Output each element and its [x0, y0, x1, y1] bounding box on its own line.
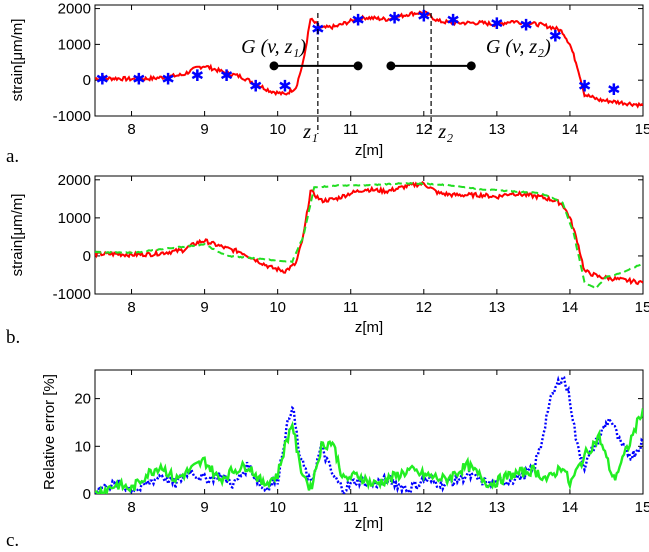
plot-frame-b [94, 175, 644, 295]
data-point-marker: ✱ [578, 77, 591, 96]
x-tick-label: 11 [343, 299, 359, 316]
series-line-2 [95, 182, 643, 290]
ticks-c: 8 9 10 11 12 13 14 15 0 10 20 [74, 370, 649, 516]
data-point-marker: ✱ [351, 10, 364, 29]
panel-c: 8 9 10 11 12 13 14 15 0 10 20 z[m] Relative error … [6, 369, 649, 551]
data-point-marker: ✱ [417, 7, 430, 26]
y-axis-label-a: strain[μm/m] [9, 19, 26, 102]
y-tick-label: 0 [83, 248, 91, 265]
x-tick-label: 15 [635, 121, 649, 138]
x-tick-label: 10 [269, 499, 286, 516]
data-point-marker: ✱ [249, 77, 262, 96]
y-tick-label: 20 [74, 391, 91, 408]
data-point-marker: ✱ [132, 69, 145, 88]
window-endpoint [466, 61, 476, 71]
y-tick-label: 10 [74, 438, 91, 455]
x-tick-label: 8 [127, 121, 135, 138]
panel-label-b: b. [6, 327, 20, 348]
x-tick-label: 9 [200, 299, 208, 316]
x-tick-label: 12 [415, 499, 432, 516]
y-axis-label-c: Relative error [%] [41, 374, 58, 490]
y-tick-label: 2000 [58, 1, 91, 18]
window-label-2: G (v, z₂) [486, 36, 551, 58]
annotations-a: G (v, z₁) G (v, z₂) z₁ z₂ [241, 13, 551, 143]
y-tick-label: -1000 [53, 108, 91, 125]
z2-label: z₂ [437, 121, 453, 143]
data-point-marker: ✱ [519, 16, 532, 35]
x-tick-label: 9 [200, 121, 208, 138]
ticks-b: 8 9 10 11 12 13 14 15 -1000 0 1000 2000 [53, 172, 649, 316]
series-group-a: ✱ ✱ ✱ ✱ ✱ ✱ ✱ ✱ ✱ ✱ ✱ ✱ ✱ ✱ ✱ ✱ ✱ [95, 7, 643, 109]
panel-b: 8 9 10 11 12 13 14 15 -1000 0 1000 2000 z[m] strain… [6, 172, 649, 348]
data-point-marker: ✱ [161, 69, 174, 88]
x-tick-label: 13 [489, 299, 506, 316]
x-tick-label: 12 [415, 121, 432, 138]
x-tick-label: 8 [127, 299, 135, 316]
y-tick-label: 0 [83, 486, 91, 503]
x-tick-label: 12 [415, 299, 432, 316]
x-tick-label: 11 [343, 121, 359, 138]
x-tick-label: 14 [562, 121, 579, 138]
x-tick-label: 14 [562, 499, 579, 516]
x-axis-label-b: z[m] [355, 319, 383, 336]
series-line-1 [95, 180, 643, 286]
series-line-2 [95, 408, 643, 494]
x-tick-label: 15 [635, 499, 649, 516]
x-tick-label: 9 [200, 499, 208, 516]
panel-label-a: a. [6, 146, 19, 167]
window-endpoint [353, 61, 363, 71]
data-point-marker: ✱ [607, 80, 620, 99]
window-endpoint [269, 61, 279, 71]
x-tick-label: 10 [269, 121, 286, 138]
data-point-marker: ✱ [220, 66, 233, 85]
data-point-marker: ✱ [96, 69, 109, 88]
window-endpoint [386, 61, 396, 71]
data-point-marker: ✱ [388, 9, 401, 28]
y-tick-label: 0 [83, 72, 91, 89]
y-tick-label: 1000 [58, 210, 91, 227]
series-line-1 [95, 10, 643, 109]
series-group-c [95, 374, 643, 494]
y-axis-label-b: strain[μm/m] [9, 194, 26, 277]
data-point-marker: ✱ [446, 10, 459, 29]
y-tick-label: 1000 [58, 36, 91, 53]
x-tick-label: 14 [562, 299, 579, 316]
x-tick-label: 13 [489, 121, 506, 138]
z1-label: z₁ [302, 121, 318, 143]
x-axis-label-a: z[m] [355, 142, 383, 159]
data-point-marker: ✱ [549, 26, 562, 45]
y-tick-label: 2000 [58, 172, 91, 189]
x-tick-label: 11 [343, 499, 359, 516]
panel-label-c: c. [6, 530, 19, 551]
x-tick-label: 13 [489, 499, 506, 516]
data-point-marker: ✱ [311, 19, 324, 38]
y-tick-label: -1000 [53, 286, 91, 303]
plot-frame-a [94, 4, 644, 117]
window-label-1: G (v, z₁) [241, 36, 306, 58]
ticks-a: 8 9 10 11 12 13 14 15 -1000 0 1000 2000 [53, 1, 649, 138]
series-group-b [95, 180, 643, 290]
x-tick-label: 15 [635, 299, 649, 316]
data-point-marker: ✱ [191, 66, 204, 85]
x-axis-label-c: z[m] [355, 515, 383, 532]
x-tick-label: 10 [269, 299, 286, 316]
data-point-marker: ✱ [278, 77, 291, 96]
x-tick-label: 8 [127, 499, 135, 516]
data-point-marker: ✱ [490, 14, 503, 33]
